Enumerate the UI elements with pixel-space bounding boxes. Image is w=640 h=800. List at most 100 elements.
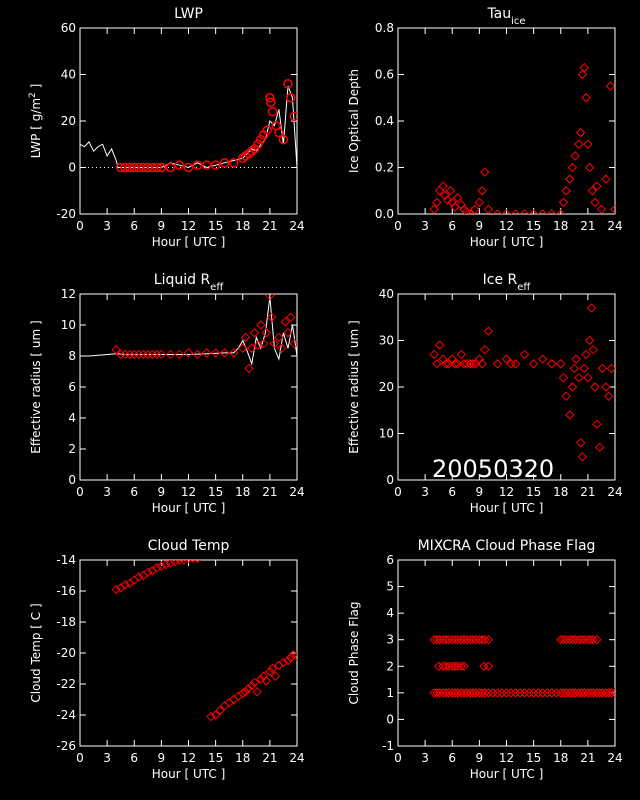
data-point	[429, 688, 439, 698]
data-point	[256, 134, 266, 145]
data-point	[174, 349, 185, 360]
data-point	[605, 81, 615, 91]
panel-ireff: Ice Reff 0 3 6 9 12 15 18 21 24 0 10 20 30 40 Hour [ UT…	[347, 272, 623, 515]
data-point	[134, 572, 144, 582]
data-point	[515, 688, 525, 698]
x-tick-label: 24	[289, 751, 304, 765]
data-point	[468, 635, 478, 645]
data-point	[443, 195, 453, 205]
data-point	[477, 186, 487, 196]
x-tick-label: 0	[394, 485, 402, 499]
y-tick-label: 0.4	[375, 114, 394, 128]
data-point	[483, 688, 494, 698]
data-point	[592, 181, 602, 191]
data-point	[576, 688, 587, 698]
y-tick-label: 10	[61, 318, 76, 332]
x-tick-label: 12	[181, 485, 196, 499]
data-point	[229, 694, 239, 705]
data-point	[519, 688, 530, 698]
x-tick-label: 15	[526, 751, 541, 765]
data-point	[125, 349, 135, 360]
data-point	[247, 146, 257, 156]
data-point	[289, 111, 297, 122]
data-point	[588, 635, 599, 645]
data-point	[592, 635, 602, 645]
plot-frame	[79, 27, 298, 215]
data-point	[134, 349, 144, 360]
x-axis-label: Hour [ UTC ]	[152, 235, 226, 249]
data-point	[165, 162, 176, 173]
data-point	[261, 676, 271, 686]
data-point	[201, 348, 212, 358]
x-tick-label: 0	[394, 219, 402, 233]
panel-title: Ice Reff	[483, 272, 532, 293]
data-point	[443, 635, 454, 645]
y-tick-label: 12	[61, 287, 76, 301]
data-point	[174, 560, 185, 565]
data-point	[194, 560, 201, 564]
x-tick-label: 0	[394, 751, 402, 765]
data-point	[577, 69, 588, 80]
data-point	[120, 162, 130, 173]
data-point	[547, 359, 557, 369]
data-point	[129, 162, 139, 173]
data-point	[501, 688, 512, 698]
data-point	[432, 197, 442, 208]
data-point	[556, 635, 566, 645]
x-tick-label: 12	[499, 219, 514, 233]
data-point	[219, 158, 230, 168]
data-point	[247, 680, 257, 691]
data-point	[556, 209, 566, 214]
data-point	[567, 162, 578, 173]
y-tick-label: -18	[56, 615, 76, 629]
data-point	[561, 635, 571, 645]
plot-area	[111, 560, 297, 722]
plot-frame	[79, 559, 298, 747]
data-point	[588, 345, 599, 355]
y-axis-label: Ice Optical Depth	[347, 69, 361, 173]
data-point	[429, 349, 439, 360]
data-point	[143, 162, 153, 173]
data-point	[434, 340, 445, 350]
x-tick-label: 12	[181, 219, 196, 233]
x-tick-label: 6	[448, 219, 456, 233]
data-point	[452, 635, 463, 645]
data-point	[452, 359, 463, 369]
data-point	[228, 158, 239, 168]
y-tick-label: -26	[56, 739, 76, 753]
data-point	[129, 349, 139, 360]
data-point	[429, 204, 439, 214]
data-point	[124, 162, 135, 173]
x-tick-label: 3	[103, 485, 111, 499]
y-tick-label: -1	[382, 739, 394, 753]
data-point	[441, 635, 451, 645]
y-tick-label: -14	[56, 553, 76, 567]
x-tick-label: 9	[476, 751, 484, 765]
data-point	[206, 711, 216, 722]
x-tick-label: 6	[130, 219, 138, 233]
data-point	[161, 560, 171, 570]
plot-area	[429, 303, 615, 462]
y-tick-label: 5	[386, 580, 394, 594]
data-point	[561, 688, 571, 698]
data-point	[288, 649, 297, 660]
data-point	[581, 349, 591, 360]
data-point	[474, 197, 485, 208]
data-point	[143, 349, 153, 360]
data-point	[125, 578, 135, 588]
x-tick-label: 3	[421, 751, 429, 765]
data-point	[528, 688, 539, 698]
data-point	[492, 359, 503, 369]
data-point	[567, 688, 578, 698]
data-point	[477, 688, 487, 698]
x-tick-label: 21	[580, 485, 595, 499]
data-point	[265, 666, 275, 677]
x-tick-label: 9	[476, 485, 484, 499]
data-point	[278, 657, 289, 668]
data-point	[256, 320, 266, 330]
data-point	[243, 683, 253, 694]
data-point	[480, 345, 490, 355]
y-tick-label: 3	[386, 633, 394, 647]
data-point	[537, 688, 548, 698]
